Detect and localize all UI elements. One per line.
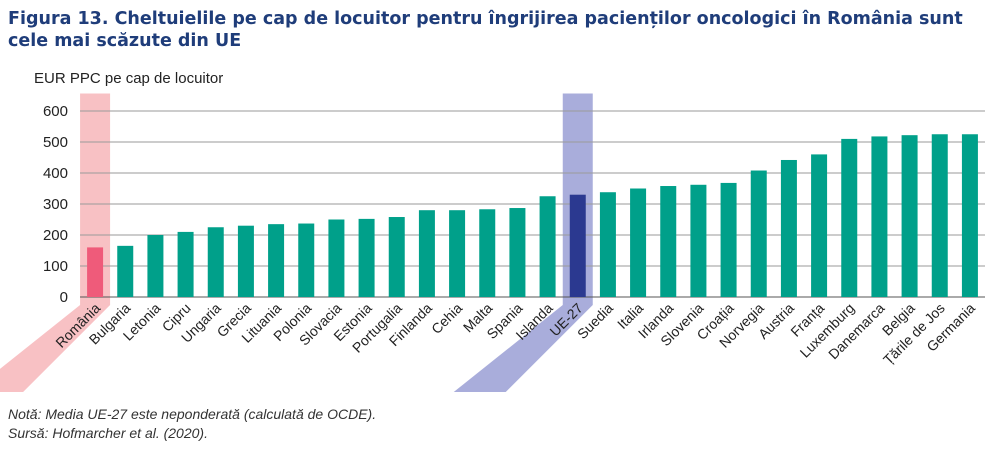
- bar-country: [931, 134, 948, 297]
- bar-country: [479, 209, 496, 297]
- bar-country: [961, 134, 978, 297]
- y-tick-label: 500: [43, 134, 68, 151]
- bar-country: [811, 154, 828, 297]
- y-axis-label: EUR PPC pe cap de locuitor: [34, 70, 224, 87]
- bar-country: [207, 227, 224, 297]
- bar-country: [780, 159, 797, 297]
- bar-country: [418, 210, 435, 297]
- bar-country: [298, 223, 315, 297]
- bar-eu: [569, 194, 586, 297]
- bar-country: [509, 208, 526, 297]
- bar-country: [147, 235, 164, 297]
- bar-country: [268, 224, 285, 297]
- bar-country: [871, 136, 888, 297]
- y-tick-label: 600: [43, 103, 68, 120]
- highlight-band-eu: [453, 93, 593, 392]
- bar-country: [599, 192, 616, 297]
- bar-country: [237, 225, 254, 297]
- bar-country: [388, 217, 405, 297]
- bar-country: [750, 170, 767, 297]
- bar-country: [720, 182, 737, 297]
- chart-note: Notă: Media UE-27 este neponderată (calc…: [8, 406, 377, 422]
- bar-country: [539, 196, 556, 297]
- bar-country: [690, 184, 707, 297]
- y-tick-label: 100: [43, 258, 68, 275]
- y-tick-label: 200: [43, 227, 68, 244]
- chart-title: Figura 13. Cheltuielile pe cap de locuit…: [8, 9, 963, 51]
- chart-source: Sursă: Hofmarcher et al. (2020).: [8, 425, 208, 441]
- bar-country: [328, 219, 345, 297]
- highlight-diagonal-romania: [0, 305, 111, 392]
- bar-country: [449, 210, 466, 297]
- y-tick-label: 0: [60, 289, 68, 306]
- bar-country: [117, 245, 134, 297]
- bar-country: [660, 186, 677, 297]
- bar-country: [841, 138, 858, 297]
- y-tick-label: 400: [43, 165, 68, 182]
- highlight-band-romania: [0, 93, 111, 392]
- highlight-diagonal-eu: [453, 305, 593, 392]
- bar-country: [358, 218, 375, 297]
- bar-country: [177, 231, 194, 297]
- bar-romania: [87, 247, 104, 297]
- bar-chart: 0100200300400500600RomâniaBulgariaLetoni…: [0, 93, 985, 392]
- bar-country: [901, 135, 918, 297]
- y-tick-label: 300: [43, 196, 68, 213]
- bar-country: [630, 188, 647, 297]
- x-tick-label: Cehia: [428, 300, 465, 337]
